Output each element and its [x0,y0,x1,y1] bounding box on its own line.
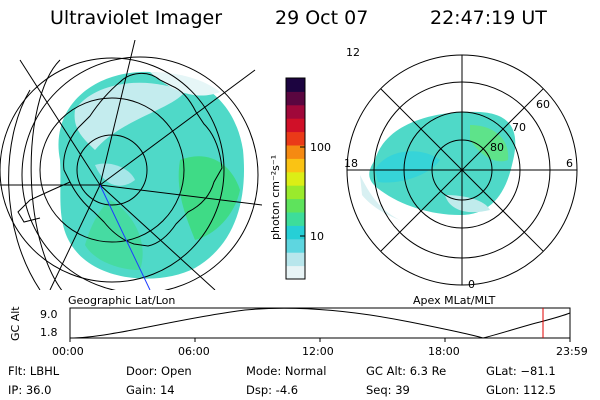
mlat-label-80: 80 [490,141,504,154]
colorbar-band [286,91,305,106]
coastline [63,73,223,247]
polar-panel-label: Apex MLat/MLT [413,294,496,307]
mlt-label-18: 18 [344,157,358,170]
info-ip: IP: 36.0 [8,383,52,397]
info-glat: GLat: −81.1 [486,364,556,378]
xtick-0600: 06:00 [178,345,210,358]
colorbar [285,77,306,280]
colorbar-band [286,118,305,133]
altitude-plot [69,307,571,342]
colorbar-band [286,252,305,267]
mlt-label-6: 6 [566,157,573,170]
colorbar-band [286,171,305,186]
colorbar-band [286,238,305,253]
colorbar-band [286,145,305,159]
colorbar-unit-label: photon cm⁻²s⁻¹ [269,154,282,240]
date-label: 29 Oct 07 [275,7,369,29]
xtick-1200: 12:00 [302,345,334,358]
geographic-map [0,40,262,290]
info-dsp: Dsp: -4.6 [246,383,299,397]
xtick-1800: 18:00 [428,345,460,358]
info-gc-alt: GC Alt: 6.3 Re [366,364,447,378]
mlat-label-70: 70 [512,121,526,134]
mlt-label-0: 0 [468,278,475,291]
info-seq: Seq: 39 [366,383,410,397]
info-gain: Gain: 14 [126,383,175,397]
colorbar-band [286,158,305,173]
colorbar-band [286,78,305,92]
time-label: 22:47:19 UT [430,7,547,29]
xtick-0000: 00:00 [52,345,84,358]
altitude-ylabel: GC Alt [9,306,22,341]
colorbar-band [286,225,305,240]
instrument-title: Ultraviolet Imager [50,7,223,29]
colorbar-band [286,265,305,280]
colorbar-band [286,185,305,200]
colorbar-band [286,104,305,119]
colorbar-tick-100: 100 [310,141,331,154]
info-flt: Flt: LBHL [8,364,60,378]
info-door: Door: Open [126,364,192,378]
info-glon: GLon: 112.5 [486,383,556,397]
mlat-label-60: 60 [536,98,550,111]
colorbar-band [286,212,305,226]
altitude-ytick-9: 9.0 [40,308,58,321]
polar-mlat-mlt [346,54,578,286]
geo-panel-label: Geographic Lat/Lon [68,294,176,307]
altitude-curve [69,307,571,339]
mlt-label-12: 12 [346,46,360,59]
colorbar-band [286,198,305,213]
info-mode: Mode: Normal [246,364,327,378]
colorbar-tick-10: 10 [310,230,324,243]
altitude-ytick-1-8: 1.8 [40,326,58,339]
colorbar-band [286,131,305,146]
xtick-2359: 23:59 [556,345,588,358]
satellite-ground-track [99,184,151,290]
